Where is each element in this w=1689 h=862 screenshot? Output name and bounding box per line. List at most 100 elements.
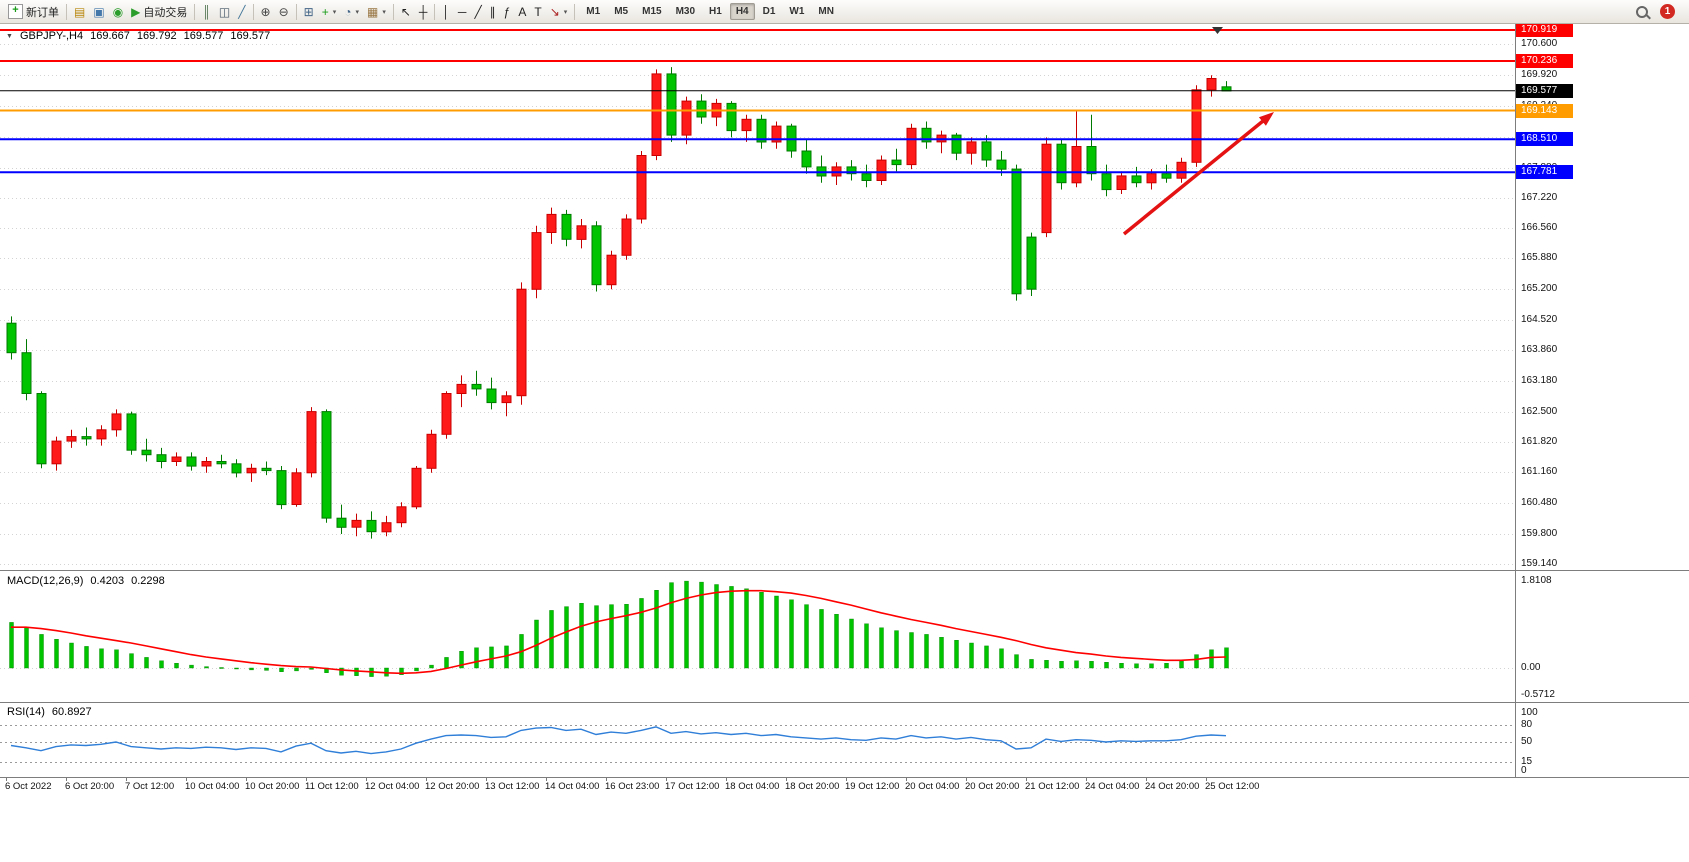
macd-histogram [9, 580, 1229, 677]
trendline-button[interactable]: ╱ [470, 2, 485, 22]
text-label-button[interactable]: T [530, 2, 545, 22]
chevron-down-icon: ▾ [382, 8, 386, 16]
candle-body [1071, 146, 1082, 184]
candle-body [906, 127, 917, 166]
arrow-tool-icon: ↘ [549, 4, 560, 19]
candle-body [486, 388, 497, 404]
candle-body [66, 436, 77, 442]
tile-windows-button[interactable]: ⊞ [300, 2, 318, 22]
chart-shift-marker[interactable] [1212, 27, 1223, 34]
candle-body [51, 440, 62, 465]
timeframe-m1-button[interactable]: M1 [580, 3, 606, 20]
zoom-in-button[interactable]: ⊕ [257, 2, 275, 22]
magnifier-icon [1636, 5, 1648, 18]
candle-body [96, 429, 107, 440]
candle-body [501, 395, 512, 404]
autotrade-button[interactable]: ▶ 自动交易 [127, 2, 191, 22]
templates-button[interactable]: ▦ ▾ [363, 2, 390, 22]
ohlc-bars-icon: ║ [202, 4, 211, 19]
candle-body [1161, 173, 1172, 179]
candle-body [981, 141, 992, 161]
candle-body [531, 232, 542, 290]
timeframe-h4-button[interactable]: H4 [729, 3, 755, 20]
macd-main-value: 0.4203 [90, 575, 125, 587]
candle-body [336, 517, 347, 528]
add-indicator-icon: + [321, 4, 329, 19]
chart-info-bar: ▼ GBPJPY-,H4 169.667 169.792 169.577 169… [6, 30, 270, 42]
candle-body [696, 100, 707, 118]
candle-body [996, 159, 1007, 170]
candle-body [1221, 86, 1232, 92]
candle-body [171, 456, 182, 462]
fibonacci-button[interactable]: ƒ [500, 2, 515, 22]
timeframe-w1-button[interactable]: W1 [783, 3, 810, 20]
timeframe-h1-button[interactable]: H1 [703, 3, 728, 20]
text-button[interactable]: A [514, 2, 530, 22]
channel-button[interactable]: ∥ [486, 2, 500, 22]
candle-body [681, 100, 692, 136]
candle-body [351, 519, 362, 528]
candle-body [666, 73, 677, 136]
candle-body [891, 159, 902, 166]
one-click-trading-toggle[interactable]: ▼ [6, 32, 13, 40]
notification-badge[interactable]: 1 [1660, 4, 1675, 19]
crosshair-button[interactable]: ┼ [415, 2, 432, 22]
info-circle-icon: ◉ [112, 4, 124, 19]
candle-body [396, 506, 407, 524]
text-icon: A [518, 4, 527, 19]
toolbar-separator [295, 3, 297, 20]
horizontal-line-icon: ─ [457, 4, 467, 19]
zoom-out-icon: ⊖ [278, 4, 289, 19]
candle-body [951, 134, 962, 154]
trend-arrow-annotation[interactable] [1122, 112, 1274, 236]
cursor-button[interactable]: ↖ [397, 2, 415, 22]
charts-button[interactable]: ▤ [70, 2, 89, 22]
channel-icon: ∥ [489, 4, 496, 19]
play-icon: ▶ [131, 4, 141, 19]
toolbar-separator [574, 3, 576, 20]
candle-body [756, 118, 767, 143]
timeframe-mn-button[interactable]: MN [812, 3, 840, 20]
text-label-icon: T [534, 4, 542, 19]
vertical-line-button[interactable]: │ [438, 2, 454, 22]
chevron-down-icon: ▾ [355, 8, 359, 16]
horizontal-line-button[interactable]: ─ [454, 2, 471, 22]
profiles-button[interactable]: ▣ [89, 2, 108, 22]
search-button[interactable] [1632, 2, 1652, 22]
macd-indicator-name: MACD(12,26,9) [7, 575, 84, 587]
candle-body [186, 456, 197, 467]
candle-body [471, 383, 482, 390]
line-chart-button[interactable]: ╱ [234, 2, 249, 22]
periods-button[interactable]: ◔ ▾ [340, 2, 363, 22]
timeframe-m5-button[interactable]: M5 [608, 3, 634, 20]
toolbar-separator [194, 3, 196, 20]
candle-body [21, 352, 32, 395]
candle-body [36, 393, 47, 465]
candle-body [576, 225, 587, 240]
macd-signal-value: 0.2298 [131, 575, 165, 587]
candle-body [216, 461, 227, 465]
zoom-out-button[interactable]: ⊖ [275, 2, 293, 22]
ohlc-high: 169.792 [136, 30, 177, 42]
timeframe-m15-button[interactable]: M15 [636, 3, 667, 20]
zoom-in-icon: ⊕ [260, 4, 271, 19]
ohlc-low: 169.577 [183, 30, 224, 42]
indicators-button[interactable]: + ▾ [318, 2, 341, 22]
candle-body [921, 127, 932, 143]
candle-body [1101, 173, 1112, 191]
crosshair-icon: ┼ [418, 4, 428, 19]
candle-body [516, 288, 527, 397]
new-order-button[interactable]: + 新订单 [4, 2, 63, 22]
candlestick-button[interactable]: ◫ [215, 2, 234, 22]
timeframe-d1-button[interactable]: D1 [757, 3, 782, 20]
candle-body [1011, 168, 1022, 295]
candle-body [1176, 161, 1187, 179]
candle-body [366, 519, 377, 533]
rsi-value: 60.8927 [51, 706, 92, 718]
timeframe-m30-button[interactable]: M30 [670, 3, 701, 20]
arrows-tool-button[interactable]: ↘ ▾ [546, 2, 572, 22]
bar-chart-button[interactable]: ║ [198, 2, 215, 22]
market-watch-button[interactable]: ◉ [109, 2, 127, 22]
vertical-line-icon: │ [442, 4, 450, 19]
template-icon: ▦ [366, 4, 379, 19]
